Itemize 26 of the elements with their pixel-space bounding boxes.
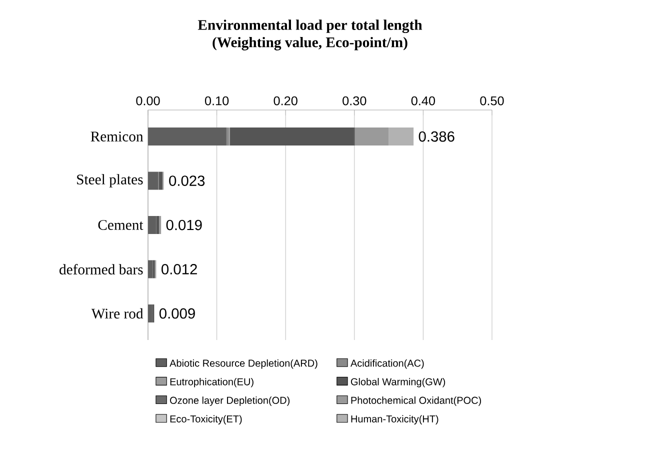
x-tick-label: 0.40 — [411, 96, 436, 106]
chart-title: Environmental load per total length — [198, 20, 422, 34]
legend-label: Acidification(AC) — [350, 359, 424, 369]
total-label: 0.019 — [166, 220, 202, 230]
x-tick-label: 0.50 — [480, 96, 504, 106]
legend-label: Ozone layer Depletion(OD) — [170, 396, 290, 406]
x-tick-label: 0.10 — [204, 96, 229, 106]
y-tick-label: Wire rod — [91, 308, 144, 319]
total-label: 0.012 — [162, 264, 197, 274]
total-label: 0.023 — [169, 176, 205, 186]
y-tick-label: Steel plates — [77, 174, 143, 188]
legend-label: Abiotic Resource Depletion(ARD) — [170, 359, 318, 369]
legend-label: Global Warming(GW) — [350, 378, 446, 388]
legend-label: Eco-Toxicity(ET) — [170, 415, 242, 424]
x-tick-label: 0.20 — [274, 96, 298, 106]
x-tick-label: 0.00 — [136, 96, 160, 106]
total-label: 0.386 — [418, 131, 454, 142]
x-tick-label: 0.30 — [342, 96, 366, 106]
legend-label: Eutrophication(EU) — [170, 378, 254, 388]
y-tick-label: deformed bars — [60, 264, 143, 274]
total-label: 0.009 — [159, 308, 195, 319]
legend-label: Photochemical Oxidant(POC) — [351, 396, 482, 406]
chart-subtitle: (Weighting value, Eco-point/m) — [212, 36, 408, 50]
y-tick-label: Cement — [98, 220, 144, 230]
y-tick-label: Remicon — [90, 132, 144, 142]
legend-label: Human-Toxicity(HT) — [351, 415, 438, 424]
